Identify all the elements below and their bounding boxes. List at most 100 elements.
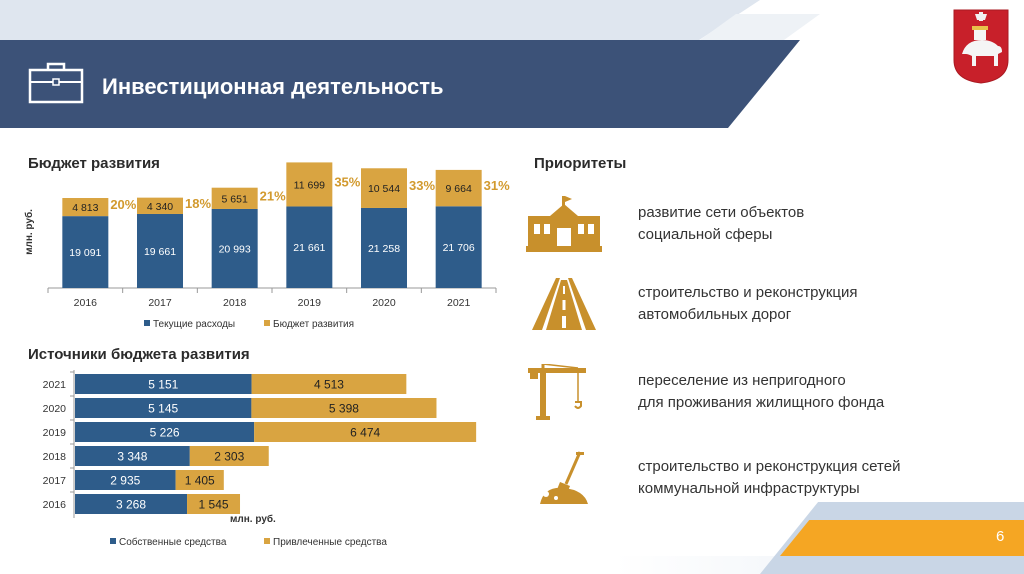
legend-label: Привлеченные средства	[273, 537, 387, 548]
data-label: 19 661	[144, 246, 176, 258]
bar-attracted-funds	[251, 398, 437, 418]
bar-development-budget	[211, 187, 258, 209]
priority-item: развитие сети объектов социальной сферы	[526, 196, 1006, 256]
x-tick-label: 2020	[372, 297, 396, 309]
header-decor-light	[0, 0, 760, 40]
data-label: 5 151	[148, 378, 178, 392]
x-tick-label: 2017	[148, 297, 172, 309]
x-tick-label: 2019	[298, 297, 322, 309]
briefcase-icon	[28, 62, 84, 104]
bar-current-expenses	[211, 208, 258, 288]
budget-chart-title: Бюджет развития	[28, 155, 160, 172]
x-tick-label: 2021	[447, 297, 471, 309]
y-tick-label: 2016	[43, 499, 67, 511]
bar-current-expenses	[137, 213, 183, 288]
share-label: 18%	[185, 196, 211, 211]
share-label: 35%	[334, 174, 360, 189]
bar-own-funds	[75, 494, 188, 514]
data-label: 11 699	[294, 179, 325, 191]
bar-current-expenses	[62, 216, 109, 288]
y-tick-label: 2017	[43, 475, 67, 487]
y-tick-label: 2020	[43, 403, 67, 415]
bar-attracted-funds	[175, 470, 224, 490]
x-tick-label: 2018	[223, 297, 247, 309]
share-label: 21%	[260, 188, 286, 203]
y-tick-label: 2019	[43, 427, 67, 439]
bar-development-budget	[361, 168, 407, 208]
bar-development-budget	[62, 198, 109, 217]
bar-development-budget	[435, 169, 482, 207]
data-label: 4 340	[147, 201, 173, 213]
sources-chart-title: Источники бюджета развития	[28, 346, 250, 363]
bar-current-expenses	[286, 206, 333, 288]
legend-swatch	[264, 320, 270, 326]
y-tick-label: 2018	[43, 451, 67, 463]
budget-chart: млн. руб. 19 091 4 813 20% 2016 19 661 4 340 18…	[23, 162, 510, 330]
bar-own-funds	[75, 446, 190, 466]
legend-swatch	[144, 320, 150, 326]
bar-attracted-funds	[187, 494, 241, 514]
data-label: 21 661	[293, 242, 325, 254]
data-label: 3 348	[117, 450, 147, 464]
data-label: 6 474	[350, 426, 380, 440]
share-label: 31%	[484, 178, 510, 193]
data-label: 20 993	[219, 243, 251, 255]
legend-swatch	[110, 538, 116, 544]
data-label: 4 513	[314, 378, 344, 392]
page-title: Инвестиционная деятельность	[102, 74, 444, 99]
priority-item: переселение из непригодного для проживан…	[526, 364, 1006, 424]
priorities-title: Приоритеты	[534, 155, 627, 172]
legend-label: Текущие расходы	[153, 319, 235, 330]
share-label: 20%	[110, 197, 136, 212]
priority-text: строительство и реконструкция автомобиль…	[638, 284, 858, 323]
data-label: 19 091	[69, 247, 101, 259]
bar-attracted-funds	[251, 374, 407, 394]
bar-development-budget	[137, 197, 183, 214]
share-label: 33%	[409, 178, 435, 193]
data-label: 5 398	[329, 402, 359, 416]
data-label: 4 813	[72, 202, 98, 214]
bar-own-funds	[75, 470, 176, 490]
header-bar	[0, 40, 800, 128]
legend-swatch	[264, 538, 270, 544]
coat-of-arms-icon	[953, 9, 1009, 84]
bar-own-funds	[75, 398, 252, 418]
data-label: 3 268	[116, 498, 146, 512]
data-label: 5 651	[222, 193, 248, 205]
bar-current-expenses	[361, 207, 407, 288]
data-label: 2 935	[110, 474, 140, 488]
bar-attracted-funds	[254, 422, 477, 442]
building-icon	[526, 196, 602, 252]
road-icon	[532, 278, 596, 330]
crane-icon	[528, 364, 586, 420]
y-axis-label: млн. руб.	[23, 209, 35, 255]
legend-label: Бюджет развития	[273, 319, 354, 330]
data-label: 1 545	[199, 498, 229, 512]
bar-own-funds	[75, 422, 255, 442]
bar-current-expenses	[435, 206, 482, 288]
data-label: 2 303	[214, 450, 244, 464]
bar-own-funds	[75, 374, 252, 394]
priority-text: переселение из непригодного для проживан…	[638, 372, 885, 411]
page-number: 6	[996, 528, 1005, 545]
priority-item: строительство и реконструкция автомобиль…	[526, 276, 1006, 336]
legend-label: Собственные средства	[119, 536, 227, 548]
x-tick-label: 2016	[74, 297, 98, 309]
footer-decor-orange	[780, 520, 1024, 556]
data-label: 5 226	[150, 426, 180, 440]
priority-text: развитие сети объектов социальной сферы	[638, 204, 805, 243]
data-label: 21 258	[368, 243, 400, 255]
sources-chart: 2021 5 151 4 513 2020 5 145 5 398 2019 5 226 6 4…	[43, 370, 477, 548]
data-label: 5 145	[148, 402, 178, 416]
data-label: 10 544	[368, 183, 400, 195]
data-label: 1 405	[185, 474, 215, 488]
priority-item: строительство и реконструкция сетей комм…	[526, 450, 1006, 510]
data-label: 21 706	[443, 242, 475, 254]
bar-development-budget	[286, 162, 333, 207]
shovel-icon	[540, 451, 588, 504]
priority-text: строительство и реконструкция сетей комм…	[638, 458, 901, 497]
x-axis-label: млн. руб.	[230, 513, 276, 525]
y-tick-label: 2021	[43, 379, 67, 391]
bar-attracted-funds	[189, 446, 269, 466]
data-label: 9 664	[446, 183, 472, 195]
